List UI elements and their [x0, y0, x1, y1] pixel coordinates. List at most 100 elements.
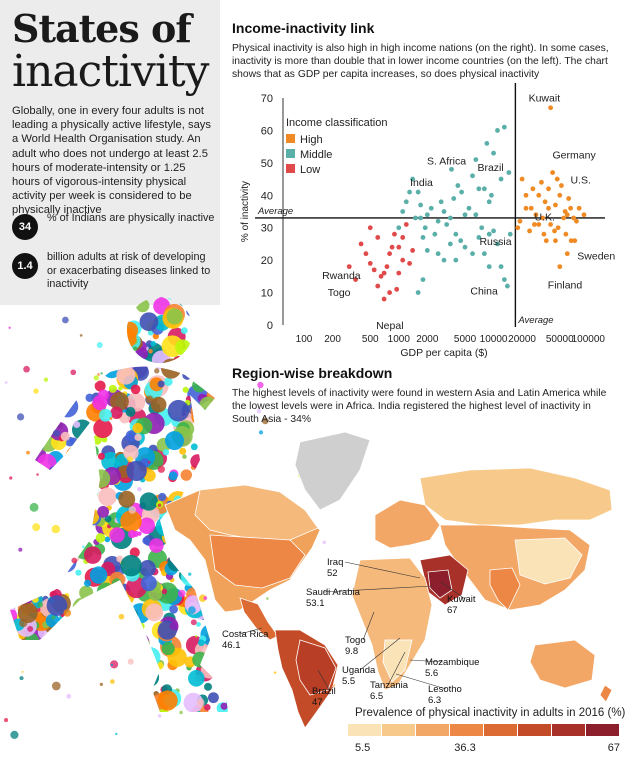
- scatter-point-high: [536, 192, 542, 198]
- scatter-point-middle: [420, 277, 426, 282]
- callout-leader: [239, 627, 263, 635]
- scatter-point-middle: [507, 231, 513, 237]
- scatter-point-low: [375, 283, 381, 289]
- scatter-point-middle: [422, 225, 428, 231]
- callout-value: 52: [327, 568, 338, 579]
- scatter-point-low: [381, 270, 387, 276]
- y-axis-label: % of inactivity: [240, 181, 251, 242]
- map-brazil: [295, 639, 337, 696]
- scatter-point-high: [568, 238, 574, 244]
- map-saudi: [427, 569, 453, 599]
- scatter-point-middle: [424, 212, 430, 218]
- scatter-point-middle: [476, 235, 482, 240]
- scatter-point-middle: [486, 264, 492, 270]
- x-tick-label: 100: [296, 334, 313, 345]
- point-label: Kuwait: [529, 93, 561, 105]
- scatter-point-middle: [438, 199, 444, 205]
- scatter-point-high: [548, 105, 554, 111]
- scatter-point-middle: [418, 215, 424, 221]
- scatter-point-high: [564, 251, 570, 257]
- x-tick-label: 500: [362, 334, 379, 345]
- legend-color-step: [382, 724, 415, 736]
- scatter-point-middle: [470, 251, 475, 257]
- scatter-point-high: [546, 186, 551, 192]
- scatter-point-low: [407, 260, 412, 266]
- callout-country: Uganda: [342, 665, 376, 676]
- scatter-point-low: [375, 235, 381, 240]
- scatter-point-middle: [415, 189, 421, 195]
- callout-leader: [344, 561, 421, 579]
- scatter-point-high: [533, 212, 539, 218]
- scatter-point-middle: [473, 212, 479, 218]
- intro-text: Globally, one in every four adults is no…: [12, 105, 211, 217]
- scatter-point-high: [561, 215, 567, 221]
- point-label: U.K.: [534, 211, 554, 223]
- point-label: Rwanda: [322, 270, 361, 282]
- callout-value: 46.1: [222, 640, 241, 651]
- stat-badge: 1.4: [12, 253, 38, 279]
- scatter-point-middle: [449, 166, 454, 172]
- legend-color-step: [586, 724, 619, 736]
- scatter-point-high: [546, 205, 551, 211]
- scatter-point-high: [571, 215, 577, 221]
- map-russia: [419, 467, 613, 526]
- scatter-point-high: [572, 238, 578, 244]
- scatter-point-middle: [462, 212, 468, 218]
- scatter-point-high: [574, 218, 579, 224]
- point-label: Nepal: [376, 320, 403, 332]
- y-tick-label: 10: [261, 288, 273, 300]
- title-line-2: inactivity: [12, 46, 210, 97]
- scatter-point-middle: [428, 205, 434, 211]
- scatter-point-high: [519, 176, 525, 182]
- scatter-point-middle: [418, 202, 424, 208]
- income-chart-subtitle: Physical inactivity is also high in high…: [232, 43, 609, 80]
- scatter-point-middle: [410, 176, 416, 182]
- legend-label-high: High: [300, 134, 323, 146]
- callout-value: 6.5: [370, 691, 383, 702]
- map-new-zealand: [599, 684, 613, 703]
- scatter-point-middle: [458, 238, 464, 244]
- scatter-point-high: [554, 176, 560, 182]
- map-central-america: [239, 597, 279, 641]
- scatter-point-middle: [455, 183, 461, 188]
- scatter-point-low: [392, 231, 397, 237]
- income-chart-title: Income-inactivity link: [232, 20, 375, 36]
- scatter-point-high: [566, 196, 572, 201]
- scatter-point-middle: [489, 192, 494, 198]
- scatter-point-middle: [486, 231, 492, 237]
- scatter-point-middle: [462, 244, 468, 250]
- scatter-point-low: [396, 270, 402, 276]
- y-tick-label: 40: [261, 190, 273, 202]
- scatter-point-middle: [396, 225, 402, 231]
- legend-label-middle: Middle: [300, 149, 332, 161]
- scatter-point-high: [564, 212, 570, 218]
- scatter-point-high: [568, 205, 573, 211]
- scatter-point-middle: [486, 199, 492, 205]
- legend-color-step: [552, 724, 585, 736]
- scatter-point-middle: [501, 124, 507, 130]
- x-tick-label: 100000: [572, 334, 606, 345]
- scatter-point-high: [540, 215, 546, 221]
- point-label: U.S.: [570, 175, 590, 187]
- scatter-point-middle: [441, 257, 447, 263]
- callout-country: Mozambique: [425, 657, 479, 668]
- x-tick-label: 50000: [546, 334, 574, 345]
- scatter-point-low: [387, 251, 393, 257]
- scatter-point-middle: [453, 231, 459, 237]
- intro-panel: [0, 0, 220, 305]
- scatter-point-high: [515, 225, 521, 231]
- y-tick-label: 70: [261, 93, 273, 105]
- scatter-point-high: [539, 179, 544, 185]
- y-tick-label: 30: [261, 223, 273, 235]
- average-label-y: Average: [257, 206, 293, 217]
- point-label: Finland: [548, 280, 583, 292]
- x-axis-label: GDP per capita ($): [400, 347, 487, 359]
- scatter-point-high: [543, 238, 549, 244]
- legend-color-step: [518, 724, 551, 736]
- stat-badge: 34: [12, 214, 38, 240]
- point-label: India: [410, 177, 433, 189]
- scatter-point-high: [548, 222, 554, 227]
- legend-swatch-high: [286, 134, 295, 143]
